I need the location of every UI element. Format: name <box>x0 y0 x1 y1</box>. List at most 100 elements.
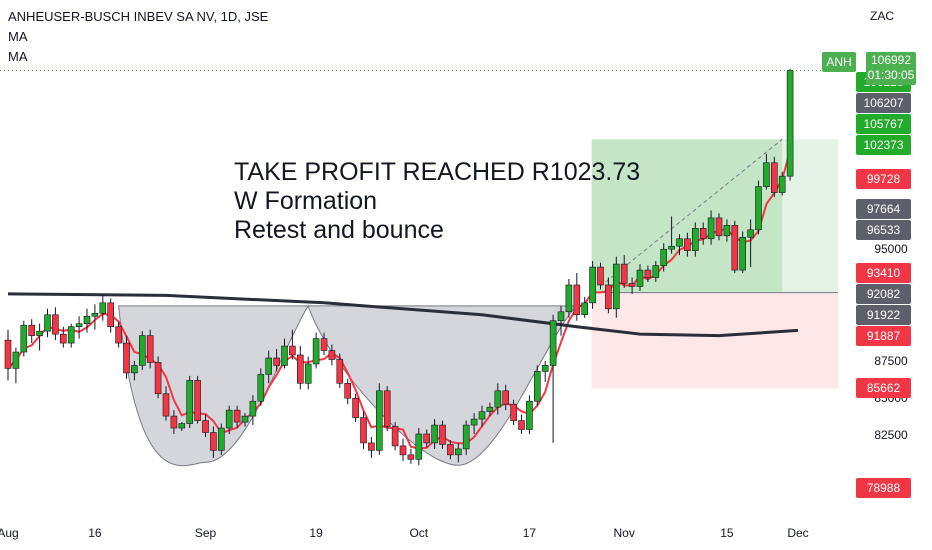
candle <box>502 384 510 411</box>
indicator-label-ma-1[interactable]: MA <box>8 29 28 44</box>
y-tick-label: 87500 <box>874 353 908 368</box>
candle-body <box>502 390 510 405</box>
candle <box>731 220 739 274</box>
moving-averages <box>7 150 799 450</box>
currency-label: ZAC <box>870 9 894 23</box>
annotation-line-1: TAKE PROFIT REACHED R1023.73 <box>234 158 641 186</box>
candle <box>581 296 589 318</box>
candle-body <box>620 263 628 284</box>
candle <box>549 314 557 443</box>
candle <box>59 326 67 348</box>
candle <box>257 368 265 406</box>
candle <box>107 298 114 333</box>
candle <box>368 436 375 458</box>
candle <box>91 304 99 330</box>
candle-body <box>83 315 91 325</box>
price-label: 105767 <box>856 113 911 134</box>
candle-body <box>91 312 99 317</box>
price-label: 92082 <box>856 283 911 304</box>
candle-body <box>218 427 225 451</box>
candle-body <box>431 424 438 444</box>
candle-body <box>131 365 138 374</box>
candle-body <box>778 175 786 193</box>
candle-body <box>549 320 557 366</box>
ma-slow-line <box>7 292 799 338</box>
candle <box>770 156 778 198</box>
candle-body <box>510 403 517 421</box>
candle-body <box>612 263 620 310</box>
candle <box>241 413 249 427</box>
candle-body <box>4 339 12 369</box>
candle-body <box>589 266 596 304</box>
candle-body <box>739 236 747 271</box>
candle-body <box>36 330 43 336</box>
candle <box>763 153 770 190</box>
w-formation-shading <box>118 304 579 467</box>
candle-body <box>399 445 407 456</box>
candle <box>360 411 367 449</box>
candle <box>44 308 51 338</box>
candle-body <box>573 284 581 316</box>
candlestick-series <box>4 68 794 466</box>
candle <box>225 405 233 434</box>
x-tick-label: Dec <box>787 526 809 540</box>
candle <box>557 305 565 336</box>
candle-body <box>691 228 699 251</box>
candle-body <box>707 217 715 240</box>
candle <box>699 222 707 245</box>
position-stop-zone <box>591 292 838 389</box>
candle-body <box>52 314 59 335</box>
candle <box>510 399 517 426</box>
candle <box>273 349 280 372</box>
candle <box>249 395 257 426</box>
indicator-label-ma-2[interactable]: MA <box>8 49 28 64</box>
candle-body <box>28 324 36 336</box>
candle <box>612 256 620 318</box>
candle-body <box>581 302 589 316</box>
price-label: 99728 <box>856 168 911 189</box>
candle-body <box>565 284 573 313</box>
candle <box>747 219 754 268</box>
candle <box>52 307 59 341</box>
trade-annotation[interactable]: TAKE PROFIT REACHED R1023.73 W Formation… <box>234 158 640 245</box>
candle-body <box>486 406 494 412</box>
candle <box>304 356 312 390</box>
x-tick-label: Nov <box>613 526 635 540</box>
ma-fast-line <box>7 150 792 450</box>
candle <box>486 402 494 417</box>
candle-body <box>360 417 367 444</box>
candle <box>478 405 486 427</box>
candle <box>415 428 423 466</box>
candle <box>162 386 170 421</box>
candle-body <box>146 335 154 363</box>
candle <box>431 419 438 449</box>
candle <box>454 442 462 463</box>
candle-body <box>352 397 359 418</box>
price-label: 102373 <box>856 134 911 155</box>
candle-body <box>723 225 731 237</box>
candle <box>328 344 336 366</box>
candle <box>494 383 502 415</box>
y-tick-label: 82500 <box>874 428 908 443</box>
candle-body <box>249 400 257 417</box>
candle-body <box>462 424 470 450</box>
candle-body <box>304 363 312 384</box>
candle-body <box>763 162 770 187</box>
candle <box>391 422 399 451</box>
w-formation-shape <box>118 304 579 467</box>
candle-body <box>755 186 762 231</box>
candle-body <box>296 354 304 384</box>
candle-body <box>676 238 683 247</box>
candle-body <box>660 248 668 266</box>
candle-body <box>320 338 328 351</box>
current-price-label: 106992 01:30:05 <box>866 52 916 85</box>
candle <box>652 261 660 282</box>
candle-body <box>115 326 122 344</box>
candle <box>383 386 391 432</box>
candle <box>75 316 83 339</box>
candle-body <box>281 345 288 366</box>
candle-body <box>12 351 20 369</box>
candle <box>99 295 107 321</box>
x-tick-label: Aug <box>0 526 19 540</box>
